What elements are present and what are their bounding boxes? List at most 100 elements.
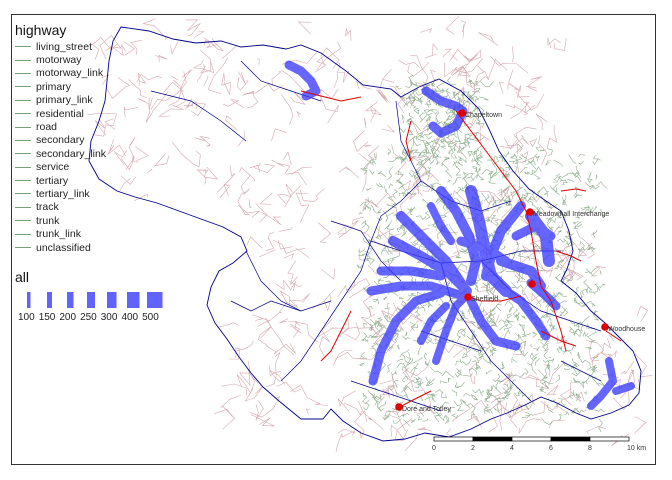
road-segment [101, 74, 110, 85]
road-segment [401, 179, 421, 192]
road-segment [220, 394, 242, 430]
legend-swatch [15, 46, 31, 48]
road-segment [470, 414, 476, 419]
road-segment [461, 263, 468, 271]
legend-item-label: secondary_link [36, 147, 107, 160]
road-segment [379, 379, 392, 385]
road-segment [572, 407, 580, 413]
road-segment [376, 217, 383, 222]
road-segment [560, 213, 566, 221]
road-segment [465, 114, 480, 121]
road-segment [457, 406, 464, 412]
road-segment [425, 360, 430, 366]
road-segment [410, 55, 429, 90]
road-segment [373, 333, 396, 350]
road-segment [468, 357, 483, 385]
road-segment [446, 294, 455, 299]
map-frame: Chapeltown Meadowhall Interchange Sheffi… [11, 14, 656, 465]
road-segment [488, 416, 498, 433]
place-sheffield[interactable]: Sheffield [464, 293, 498, 303]
road-segment [422, 418, 429, 422]
road-segment [445, 168, 453, 178]
places-layer: Chapeltown Meadowhall Interchange Sheffi… [395, 109, 645, 413]
svg-text:Woodhouse: Woodhouse [608, 326, 645, 333]
road-segment [590, 366, 598, 371]
road-segment [362, 332, 367, 342]
road-segment [429, 145, 435, 151]
road-segment [401, 375, 409, 383]
road-segment [486, 313, 497, 322]
road-segment [444, 62, 458, 78]
road-segment [406, 118, 412, 123]
road-segment [487, 317, 495, 324]
road-segment [586, 340, 605, 362]
road-segment [525, 256, 531, 261]
road-segment [381, 386, 394, 396]
road-segment [556, 230, 562, 236]
road-segment [416, 183, 422, 188]
road-segment [503, 391, 510, 394]
place-point[interactable] [528, 280, 536, 288]
place-woodhouse[interactable]: Woodhouse [601, 323, 645, 333]
road-segment [423, 133, 433, 140]
road-segment [559, 311, 565, 316]
road-segment [548, 361, 566, 386]
road-segment [337, 390, 356, 412]
road-segment [537, 206, 545, 214]
road-segment [457, 335, 461, 342]
road-segment [419, 113, 432, 123]
place-dore-and-totley[interactable]: Dore and Totley [395, 403, 451, 413]
road-segment [277, 240, 293, 250]
road-segment [447, 141, 453, 148]
road-segment [404, 366, 428, 392]
flow-line [612, 382, 635, 395]
road-segment [240, 175, 251, 195]
place-meadowhall[interactable]: Meadowhall Interchange [526, 208, 609, 218]
road-segment [137, 98, 153, 123]
road-segment [488, 181, 496, 184]
road-segment [466, 113, 470, 117]
road-segment [456, 317, 462, 322]
road-segment [562, 360, 569, 367]
road-segment [481, 192, 489, 204]
road-segment [363, 252, 370, 262]
road-segment [373, 393, 379, 407]
road-segment [516, 284, 524, 290]
road-segment [405, 79, 413, 89]
road-segment [478, 354, 484, 359]
road-segment [374, 387, 379, 392]
road-segment [434, 415, 440, 423]
road-segment [508, 69, 521, 93]
road-segment [401, 335, 411, 340]
road-segment [363, 401, 370, 411]
road-segment [416, 381, 422, 386]
road-segment [457, 133, 461, 145]
road-segment [458, 65, 478, 86]
size-legend-label: 150 [38, 312, 56, 323]
road-segment [521, 153, 527, 163]
road-segment [544, 343, 550, 352]
road-segment [432, 221, 436, 228]
road-segment [511, 165, 518, 173]
road-segment [287, 260, 298, 285]
road-segment [382, 210, 389, 222]
road-segment [558, 414, 563, 421]
road-segment [570, 407, 579, 414]
road-segment [381, 69, 395, 83]
road-segment [398, 224, 405, 234]
road-segment [560, 264, 574, 280]
road-segment [266, 312, 283, 324]
road-segment [579, 240, 585, 250]
road-segment [472, 88, 481, 93]
place-chapeltown[interactable]: Chapeltown [458, 109, 502, 119]
road-segment [398, 184, 406, 191]
road-segment [547, 37, 561, 48]
road-segment [491, 348, 495, 353]
legend-item-tertiary-link: tertiary_link [15, 187, 106, 200]
road-segment [466, 176, 475, 181]
road-segment [235, 341, 254, 358]
road-segment [406, 208, 413, 215]
road-segment [360, 313, 378, 335]
road-segment [420, 97, 422, 103]
legend-item-service: service [15, 161, 106, 174]
